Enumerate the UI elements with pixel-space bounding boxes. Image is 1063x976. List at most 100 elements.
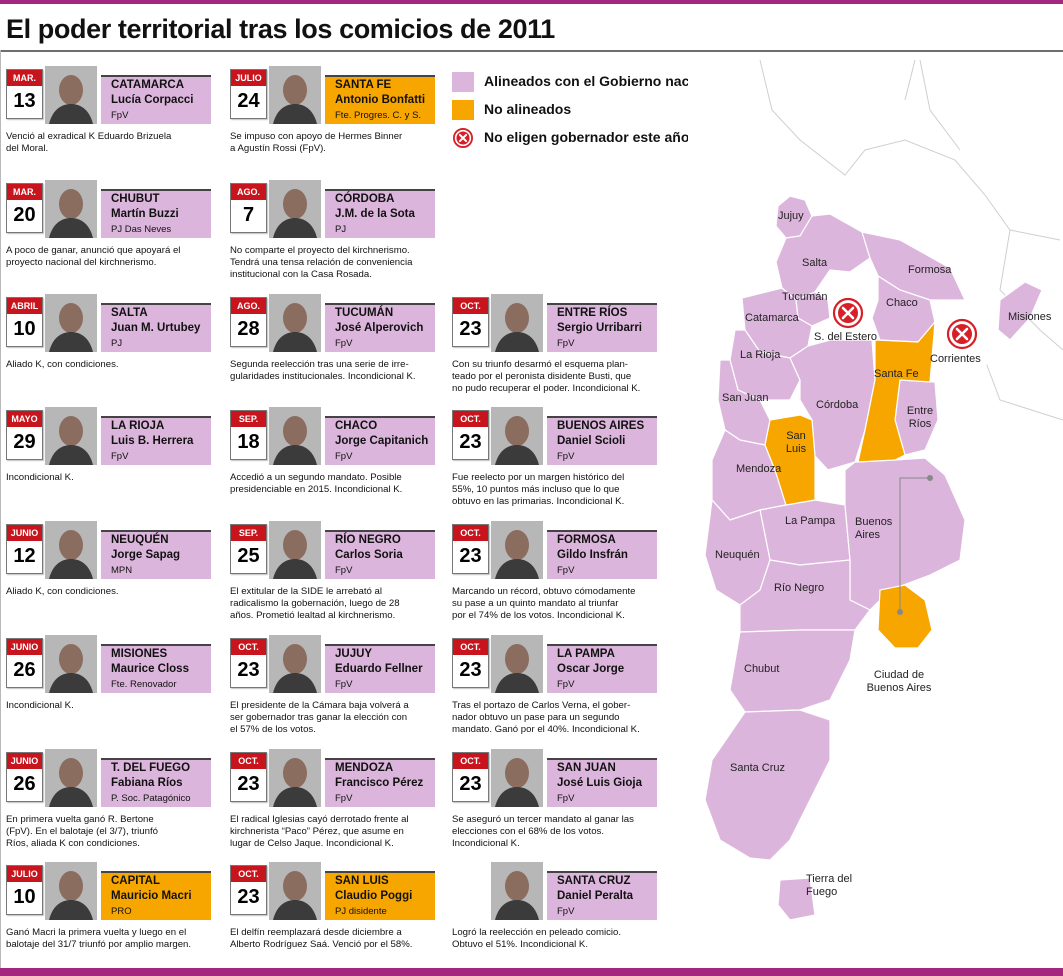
election-card: MAR. 20 CHUBUT Martín Buzzi PJ Das Neves A po… xyxy=(3,176,211,285)
description-line: Ganó Macri la primera vuelta y luego en … xyxy=(6,927,187,938)
province-name: NEUQUÉN xyxy=(111,534,169,546)
calendar-icon: OCT. 23 xyxy=(230,638,267,688)
province-name: SANTA FE xyxy=(335,79,392,91)
candidate-name: Daniel Scioli xyxy=(557,435,626,447)
card-description: No comparte el proyecto del kirchnerismo… xyxy=(230,245,445,281)
description-line: Tras el portazo de Carlos Verna, el gobe… xyxy=(452,700,631,711)
calendar-month: JUNIO xyxy=(7,753,42,769)
calendar-day: 23 xyxy=(459,431,482,453)
candidate-name: Mauricio Macri xyxy=(111,890,192,902)
calendar-icon: SEP. 25 xyxy=(230,524,267,574)
province-name: SANTA CRUZ xyxy=(557,875,631,887)
calendar-day: 10 xyxy=(13,318,36,340)
candidate-band: CATAMARCA Lucía Corpacci FpV xyxy=(101,75,211,124)
party-name: FpV xyxy=(335,793,353,804)
card-description: Tras el portazo de Carlos Verna, el gobe… xyxy=(452,700,667,736)
province-name: MENDOZA xyxy=(335,762,394,774)
calendar-icon: OCT. 23 xyxy=(452,752,489,802)
description-line: Ríos, aliada K con condiciones. xyxy=(6,838,140,849)
description-line: 55%, 10 puntos más incluso que lo que xyxy=(452,484,620,495)
candidate-photo xyxy=(45,862,97,920)
legend-aligned-label: Alineados con el Gobierno nacional xyxy=(484,73,723,89)
candidate-band: SANTA CRUZ Daniel Peralta FpV xyxy=(547,871,657,920)
calendar-month: JUNIO xyxy=(7,639,42,655)
candidate-band: CHACO Jorge Capitanich FpV xyxy=(325,416,435,465)
candidate-name: Daniel Peralta xyxy=(557,890,634,902)
map-label-san-luis: San Luis xyxy=(785,430,807,455)
candidate-band: JUJUY Eduardo Fellner FpV xyxy=(325,644,435,693)
candidate-band: NEUQUÉN Jorge Sapag MPN xyxy=(101,530,211,579)
calendar-month: MAR. xyxy=(7,70,42,86)
party-name: Fte. Renovador xyxy=(111,679,177,690)
not-aligned-swatch xyxy=(452,100,474,120)
calendar-icon: OCT. 23 xyxy=(452,297,489,347)
card-description: Ganó Macri la primera vuelta y luego en … xyxy=(6,927,221,951)
calendar-month: OCT. xyxy=(231,866,266,882)
map-label-entre-rios: Entre Ríos xyxy=(906,405,934,430)
candidate-name: Jorge Capitanich xyxy=(335,435,429,447)
calendar-day: 20 xyxy=(13,204,36,226)
map-label-chubut: Chubut xyxy=(744,663,780,675)
election-card: OCT. 23 SAN JUAN José Luis Gioja FpV Se asegu… xyxy=(449,745,657,854)
candidate-name: Maurice Closs xyxy=(111,663,189,675)
description-line: años. Prometió lealtad al kirchnerismo. xyxy=(230,610,396,621)
calendar-month: MAYO xyxy=(7,411,42,427)
page-title: El poder territorial tras los comicios d… xyxy=(6,14,555,44)
calendar-month: ABRIL xyxy=(7,298,42,314)
description-line: elecciones con el 68% de los votos. xyxy=(452,826,604,837)
description-line: El radical Iglesias cayó derrotado frent… xyxy=(230,814,409,825)
card-description: Con su triunfo desarmó el esquema plan-t… xyxy=(452,359,667,395)
description-line: por el 74% de los votos. Incondicional K… xyxy=(452,610,625,621)
party-name: FpV xyxy=(335,451,353,462)
map-label-formosa: Formosa xyxy=(908,264,952,276)
calendar-icon: AGO. 28 xyxy=(230,297,267,347)
candidate-photo xyxy=(491,521,543,579)
candidate-name: Juan M. Urtubey xyxy=(111,322,201,334)
calendar-month: OCT. xyxy=(231,753,266,769)
card-description: Se impuso con apoyo de Hermes Binner a Ag… xyxy=(230,131,445,155)
candidate-name: Gildo Insfrán xyxy=(557,549,628,561)
ciudad-leader-line xyxy=(899,477,930,612)
candidate-photo xyxy=(491,294,543,352)
card-description: Incondicional K. xyxy=(6,472,221,484)
card-description: Incondicional K. xyxy=(6,700,221,712)
calendar-icon: JUNIO 26 xyxy=(6,638,43,688)
legend-not-aligned-label: No alineados xyxy=(484,101,572,117)
description-line: su pase a un quinto mandato al triunfar xyxy=(452,598,619,609)
party-name: FpV xyxy=(557,679,575,690)
description-line: Incondicional K. xyxy=(6,700,74,711)
calendar-month: JUNIO xyxy=(7,525,42,541)
calendar-day: 18 xyxy=(237,431,260,453)
map-label-cordoba: Córdoba xyxy=(816,399,859,411)
election-card: MAYO 29 LA RIOJA Luis B. Herrera FpV Incondic… xyxy=(3,403,211,512)
candidate-band: SAN LUIS Claudio Poggi PJ disidente xyxy=(325,871,435,920)
candidate-name: Francisco Pérez xyxy=(335,777,424,789)
calendar-day: 23 xyxy=(237,659,260,681)
bottom-accent-bar xyxy=(0,968,1063,976)
map-label-corrientes: Corrientes xyxy=(930,353,981,365)
description-line: Se impuso con apoyo de Hermes Binner xyxy=(230,131,403,142)
candidate-band: FORMOSA Gildo Insfrán FpV xyxy=(547,530,657,579)
calendar-day: 26 xyxy=(13,773,36,795)
map-label-la-pampa: La Pampa xyxy=(785,515,836,527)
candidate-photo xyxy=(45,749,97,807)
candidate-photo xyxy=(45,294,97,352)
candidate-band: CÓRDOBA J.M. de la Sota PJ xyxy=(325,189,435,238)
description-line: balotaje del 31/7 triunfó por amplio mar… xyxy=(6,939,192,950)
calendar-icon: OCT. 23 xyxy=(230,865,267,915)
calendar-icon: SEP. 18 xyxy=(230,410,267,460)
description-line: Obtuvo el 51%. Incondicional K. xyxy=(452,939,588,950)
party-name: FpV xyxy=(335,338,353,349)
party-name: FpV xyxy=(557,906,575,917)
candidate-name: José Alperovich xyxy=(335,322,424,334)
calendar-month: MAR. xyxy=(7,184,42,200)
map-svg xyxy=(688,60,1063,968)
province-name: CAPITAL xyxy=(111,875,160,887)
calendar-month: OCT. xyxy=(231,639,266,655)
province-name: SAN LUIS xyxy=(335,875,389,887)
description-line: Segunda reelección tras una serie de irr… xyxy=(230,359,409,370)
calendar-day: 25 xyxy=(237,545,260,567)
candidate-band: ENTRE RÍOS Sergio Urribarri FpV xyxy=(547,303,657,352)
candidate-photo xyxy=(491,862,543,920)
calendar-month: OCT. xyxy=(453,753,488,769)
